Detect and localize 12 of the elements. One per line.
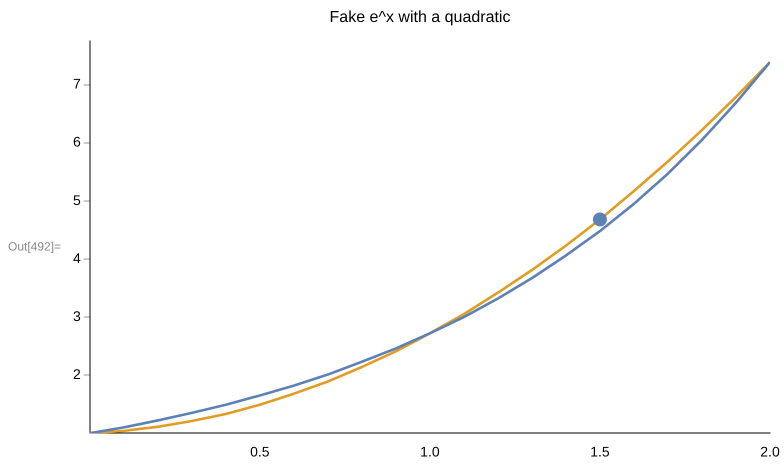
y-tick-label: 4: [72, 250, 81, 266]
y-tick-label: 6: [72, 134, 81, 150]
y-tick-label: 7: [72, 76, 81, 92]
x-tick-label: 1.0: [420, 443, 440, 460]
x-tick-label: 2.0: [760, 443, 780, 460]
y-tick-label: 2: [72, 366, 81, 382]
y-tick-label: 5: [72, 192, 81, 208]
text: Out[492]=: [8, 240, 62, 254]
x-tick-label: 1.5: [590, 443, 610, 460]
chart-title: Fake e^x with a quadratic: [330, 9, 510, 26]
x-tick-label: 0.5: [250, 443, 270, 460]
y-tick-label: 3: [72, 308, 81, 324]
